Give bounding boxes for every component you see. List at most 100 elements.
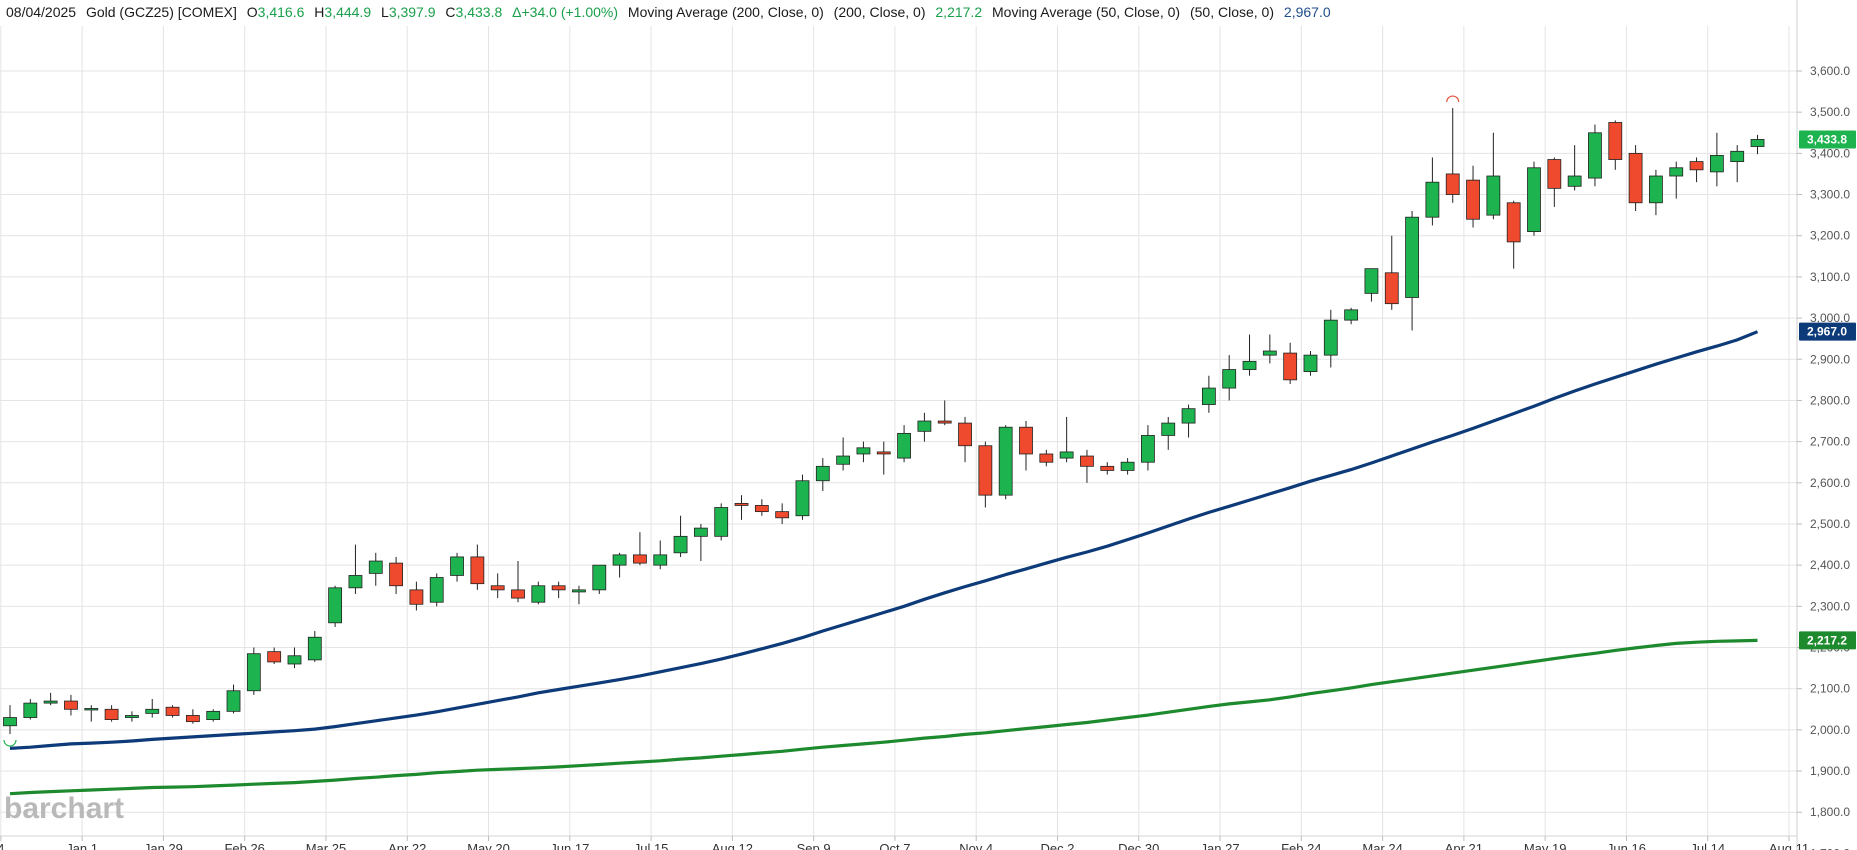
legend-close-value: 3,433.8 <box>456 4 503 20</box>
y-tick-label: 2,000.0 <box>1810 723 1850 737</box>
candle-up <box>1303 351 1318 376</box>
candle-up <box>1750 134 1765 155</box>
candle-up <box>125 711 139 722</box>
candle-down <box>754 499 769 516</box>
candle-up <box>917 412 932 442</box>
candle-body <box>754 505 769 513</box>
candle-body <box>368 560 383 574</box>
candle-body <box>470 556 485 585</box>
candle-body <box>1649 175 1663 204</box>
candle-up <box>673 515 688 557</box>
low-marker <box>3 739 17 747</box>
candle-body <box>1709 155 1724 173</box>
candle-body <box>1425 181 1440 218</box>
candle-up <box>1730 145 1745 183</box>
y-tick-label: 2,400.0 <box>1810 558 1850 572</box>
candle-down <box>409 581 424 611</box>
candle-body <box>1019 426 1033 455</box>
candle-up <box>612 552 627 578</box>
ma50-line <box>9 330 1759 750</box>
candle-body <box>1384 272 1399 305</box>
x-tick-label: 4 <box>0 841 4 850</box>
x-tick-label: Jul 15 <box>634 841 669 850</box>
candle-down <box>1080 449 1094 483</box>
candle-body <box>795 480 810 517</box>
candle-body <box>1222 369 1237 389</box>
candle-up <box>1161 416 1176 450</box>
x-tick-label: Dec 30 <box>1118 841 1159 850</box>
candle-body <box>958 422 972 447</box>
candle-body <box>23 702 38 718</box>
candle-down <box>267 647 282 664</box>
candle-body <box>1527 167 1541 233</box>
last-price-tag-label: 3,433.8 <box>1807 132 1847 146</box>
candle-body <box>287 655 302 665</box>
x-axis[interactable]: 4 Jan 1 Jan 29 Feb 26 Mar 25 Apr 22 May 20 Jun … <box>0 835 1809 850</box>
candle-body <box>267 651 282 663</box>
candle-body <box>1039 453 1054 463</box>
candle-down <box>511 561 525 603</box>
candle-down <box>1100 462 1115 475</box>
candle-down <box>1283 342 1298 384</box>
candle-down <box>1628 145 1643 212</box>
candle-down <box>1689 157 1704 183</box>
candle-body <box>409 589 424 605</box>
candle-down <box>389 556 403 594</box>
candle-body <box>3 717 17 727</box>
candle-up <box>145 698 160 718</box>
candle-body <box>856 447 871 455</box>
candle-body <box>612 554 627 566</box>
candle-body <box>1303 354 1318 373</box>
x-tick-label: May 20 <box>467 841 510 850</box>
candle-down <box>1039 449 1054 467</box>
candle-body <box>1181 408 1196 424</box>
x-tick-label: Oct 7 <box>879 841 910 850</box>
candle-body <box>1466 179 1480 220</box>
x-tick-label: Jan 1 <box>66 841 98 850</box>
candle-body <box>1100 465 1115 471</box>
candle-body <box>1608 122 1623 160</box>
candle-down <box>978 441 993 508</box>
candle-body <box>1242 360 1257 370</box>
last-price-tag: 3,433.8 <box>1799 130 1856 149</box>
candle-down <box>1019 421 1033 471</box>
x-tick-label: Apr 22 <box>388 841 426 850</box>
legend-ma50-label[interactable]: Moving Average (50, Close, 0) <box>992 4 1180 20</box>
candle-down <box>104 705 119 722</box>
candle-up <box>998 425 1013 500</box>
candle-up <box>1242 334 1257 376</box>
candle-body <box>185 715 200 723</box>
candle-body <box>328 587 343 624</box>
candle-up <box>287 647 302 669</box>
candle-body <box>1059 451 1074 459</box>
candle-up <box>84 705 99 722</box>
candle-down <box>876 441 891 475</box>
candle-body <box>64 700 78 710</box>
y-tick-label: 3,000.0 <box>1810 311 1850 325</box>
candle-body <box>1588 132 1602 179</box>
candle-body <box>836 455 851 465</box>
chart-legend: 08/04/2025 Gold (GCZ25) [COMEX] O3,416.6… <box>6 4 1331 20</box>
candlestick-series <box>3 108 1765 734</box>
candle-up <box>429 573 444 607</box>
candle-body <box>978 445 993 496</box>
candle-down <box>470 544 485 590</box>
candle-up <box>328 585 343 627</box>
candle-up <box>1141 425 1155 471</box>
x-tick-label: Feb 24 <box>1281 841 1321 850</box>
candle-up <box>23 698 38 720</box>
candle-up <box>653 540 668 570</box>
legend-ma200-label[interactable]: Moving Average (200, Close, 0) <box>628 4 824 20</box>
legend-high-label: H <box>314 4 324 20</box>
x-tick-label: Jun 17 <box>550 841 589 850</box>
y-tick-label: 1,800.0 <box>1810 805 1850 819</box>
candle-up <box>693 523 708 562</box>
candle-up <box>1323 309 1338 368</box>
candle-body <box>1262 350 1277 356</box>
candle-body <box>246 653 261 692</box>
candle-body <box>775 511 790 519</box>
y-axis[interactable]: 3,600.0 3,500.0 3,400.0 3,300.0 3,200.0 3,100… <box>1796 0 1850 850</box>
candle-up <box>450 552 464 582</box>
candle-up <box>897 425 911 463</box>
